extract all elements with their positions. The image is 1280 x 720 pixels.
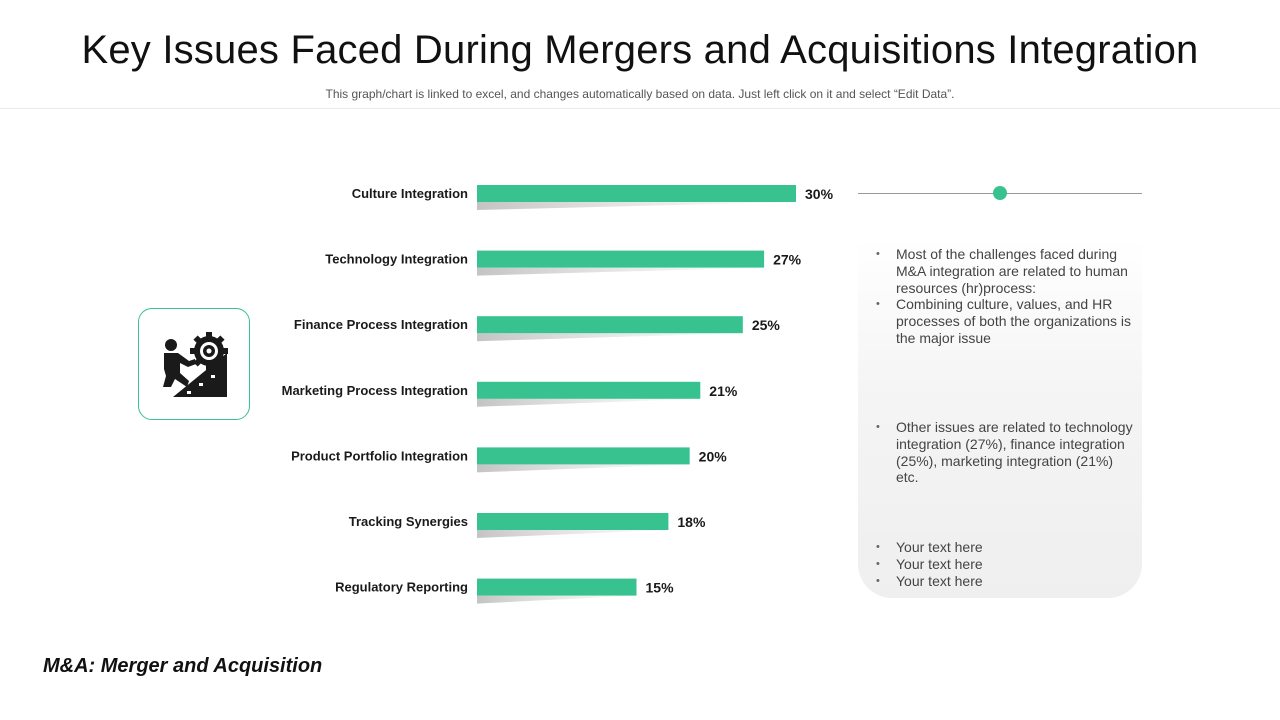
bar-shadow xyxy=(477,595,637,604)
header-divider xyxy=(0,108,1280,109)
category-label: Tracking Synergies xyxy=(349,514,468,529)
callout-marker-dot xyxy=(993,186,1007,200)
horizontal-bar-chart: Culture Integration 30% Technology Integra… xyxy=(282,185,834,604)
bar-shadow xyxy=(477,530,669,538)
bar-shadow xyxy=(477,202,796,210)
bar xyxy=(477,513,669,530)
category-label: Product Portfolio Integration xyxy=(291,448,468,463)
data-label: 27% xyxy=(773,252,802,268)
bar-shadow xyxy=(477,398,701,407)
bar xyxy=(477,316,743,334)
page-title: Key Issues Faced During Mergers and Acqu… xyxy=(81,28,1199,72)
bar xyxy=(477,578,637,596)
abbreviation-footnote: M&A: Merger and Acquisition xyxy=(43,655,323,677)
category-label: Technology Integration xyxy=(325,252,468,267)
data-label: 30% xyxy=(805,186,834,202)
icon-card xyxy=(138,308,250,420)
notes-panel: Most of the challenges faced during M&A … xyxy=(858,238,1142,598)
data-label: 18% xyxy=(677,514,706,530)
bar xyxy=(477,381,701,399)
note-item: Your text here xyxy=(872,556,1134,573)
note-item: Most of the challenges faced during M&A … xyxy=(872,246,1134,296)
note-item: Other issues are related to technology i… xyxy=(872,419,1134,486)
notes-group-hr: Most of the challenges faced during M&A … xyxy=(872,246,1134,347)
data-label: 21% xyxy=(709,383,738,399)
note-item: Your text here xyxy=(872,539,1134,556)
category-label: Regulatory Reporting xyxy=(335,580,468,595)
bar xyxy=(477,185,796,202)
data-label: 25% xyxy=(752,317,781,333)
bar xyxy=(477,447,690,465)
note-item: Combining culture, values, and HR proces… xyxy=(872,296,1134,346)
data-label: 20% xyxy=(699,448,728,464)
note-item: Your text here xyxy=(872,573,1134,590)
bar-shadow xyxy=(477,464,690,473)
person-climbing-gear-icon xyxy=(163,332,228,397)
category-label: Culture Integration xyxy=(352,186,468,201)
bar xyxy=(477,250,765,268)
bar-shadow xyxy=(477,267,765,276)
category-label: Finance Process Integration xyxy=(294,317,468,332)
category-label: Marketing Process Integration xyxy=(282,383,468,398)
bar-shadow xyxy=(477,333,743,342)
notes-group-placeholder: Your text here Your text here Your text … xyxy=(872,539,1134,589)
chart-edit-instructions: This graph/chart is linked to excel, and… xyxy=(325,87,955,101)
data-label: 15% xyxy=(646,580,675,596)
notes-group-other-issues: Other issues are related to technology i… xyxy=(872,419,1134,486)
